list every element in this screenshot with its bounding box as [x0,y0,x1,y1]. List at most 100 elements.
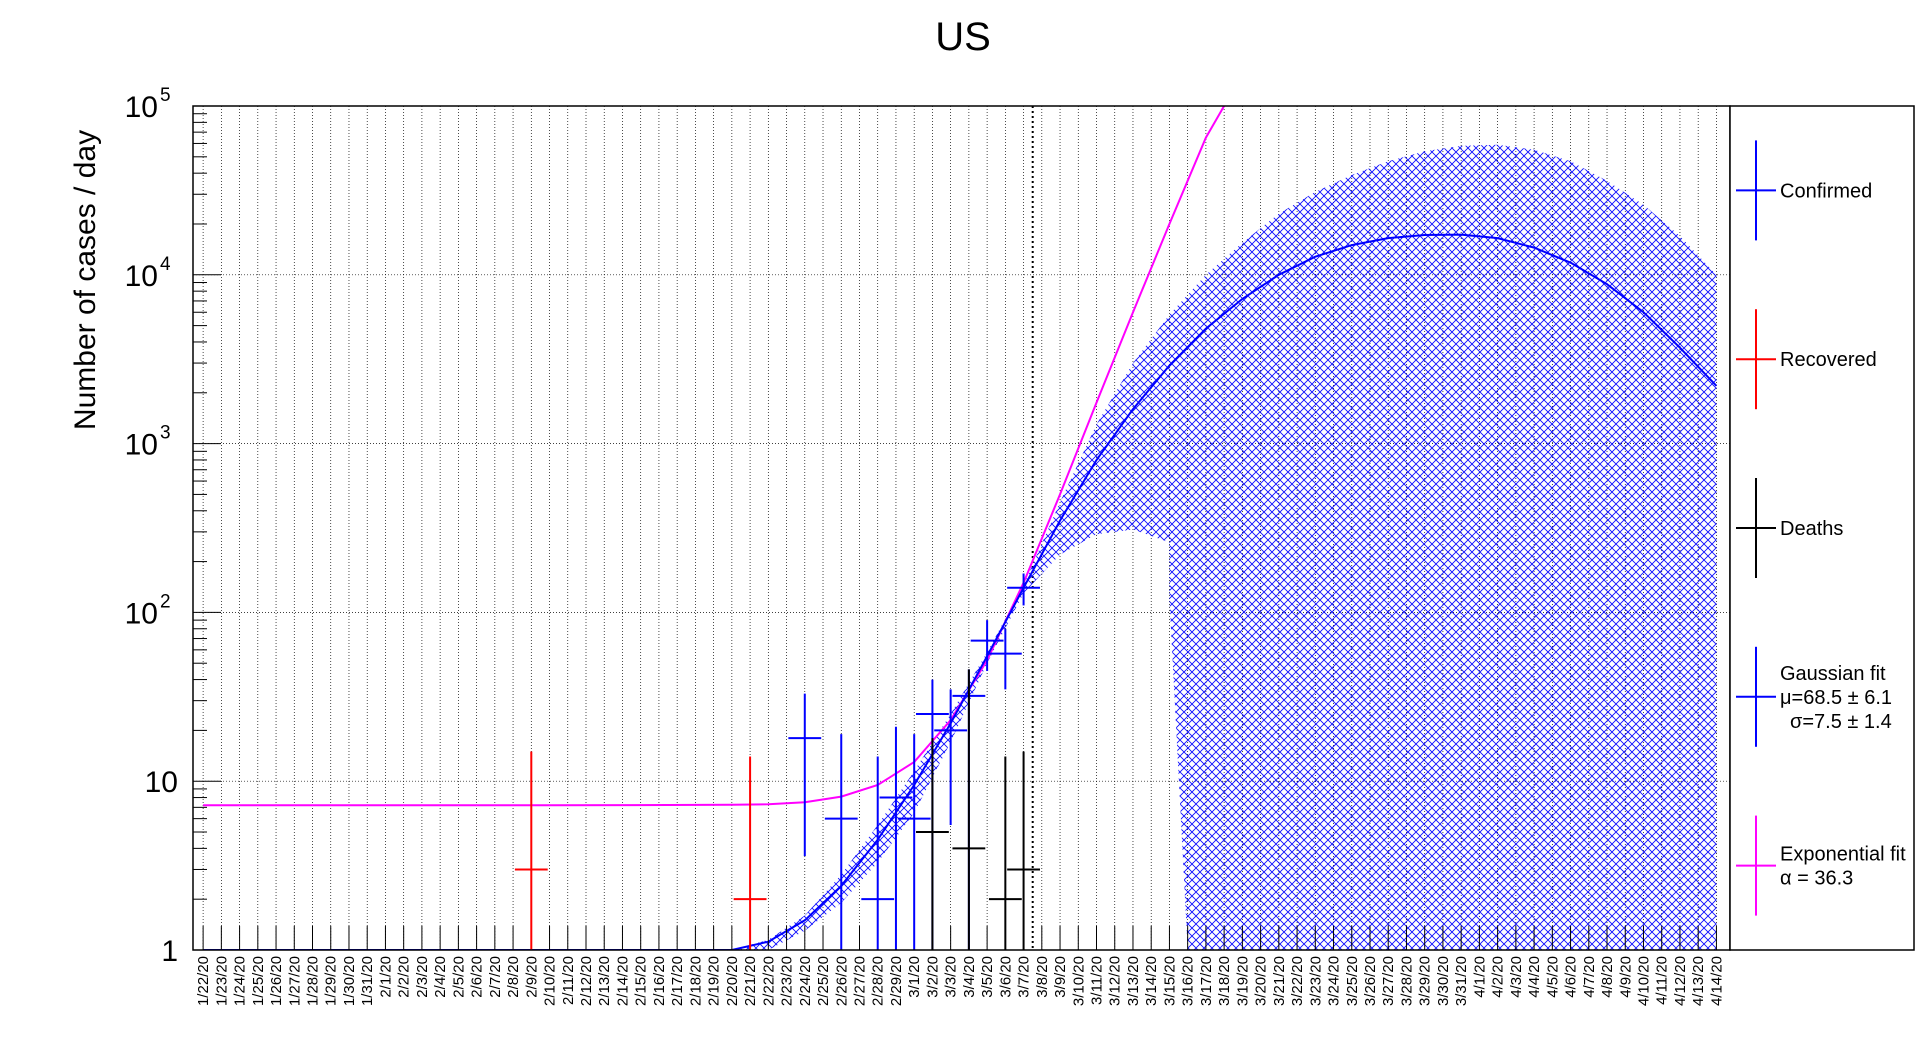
y-tick-label: 10 [125,91,158,124]
x-tick-label: 2/18/20 [687,956,704,1006]
x-tick-label: 2/16/20 [651,956,668,1006]
data-point-confirmed [970,620,1004,671]
x-tick-label: 4/8/20 [1599,956,1616,998]
x-tick-label: 2/17/20 [669,956,686,1006]
x-tick-label: 1/22/20 [195,956,212,1006]
data-point-confirmed [824,734,858,950]
x-tick-label: 1/31/20 [359,956,376,1006]
x-tick-label: 2/14/20 [615,956,632,1006]
x-tick-label: 2/10/20 [542,956,559,1006]
y-tick-label: 1 [161,935,178,968]
x-tick-label: 3/29/20 [1417,956,1434,1006]
x-tick-label: 4/11/20 [1654,956,1671,1005]
x-tick-label: 2/20/20 [724,956,741,1006]
x-tick-label: 3/2/20 [924,956,941,998]
x-tick-label: 3/4/20 [961,956,978,998]
x-tick-label: 4/1/20 [1471,956,1488,998]
gaussian-fit-band [731,144,1717,950]
data-points [202,573,1717,950]
x-tick-label: 2/28/20 [870,956,887,1006]
x-tick-label: 2/12/20 [578,956,595,1006]
x-tick-label: 3/13/20 [1125,956,1142,1006]
x-tick-label: 2/9/20 [523,956,540,998]
x-tick-label: 3/14/20 [1143,956,1160,1006]
x-tick-label: 2/6/20 [469,956,486,998]
x-tick-label: 3/5/20 [979,956,996,998]
chart-title: US [935,15,991,59]
x-tick-label: 3/26/20 [1362,956,1379,1006]
legend-label: μ=68.5 ± 6.1 [1780,687,1892,709]
legend-label: Exponential fit [1780,844,1906,866]
y-tick-label: 10 [125,429,158,462]
x-tick-label: 4/10/20 [1636,956,1653,1006]
legend-label: α = 36.3 [1780,868,1853,890]
x-tick-label: 2/25/20 [815,956,832,1006]
x-tick-label: 2/29/20 [888,956,905,1006]
x-tick-label: 1/27/20 [286,956,303,1006]
data-point-confirmed [988,628,1022,690]
legend-label: Gaussian fit [1780,663,1886,685]
legend-label: σ=7.5 ± 1.4 [1790,711,1892,733]
legend-entry-confirmed: Confirmed [1736,140,1872,241]
x-tick-label: 4/2/20 [1490,956,1507,998]
x-tick-label: 3/31/20 [1453,956,1470,1006]
x-tick-label: 4/14/20 [1708,956,1725,1006]
x-tick-label: 2/11/20 [560,956,577,1005]
data-point-deaths [916,738,949,950]
x-tick-label: 2/26/20 [833,956,850,1006]
x-tick-label: 3/12/20 [1107,956,1124,1006]
x-tick-label: 3/22/20 [1289,956,1306,1006]
x-tick-label: 3/17/20 [1198,956,1215,1006]
data-point-recovered [733,756,767,950]
x-tick-label: 3/19/20 [1234,956,1251,1006]
data-point-confirmed [897,734,931,950]
data-point-confirmed [861,756,895,950]
y-tick-exponent: 4 [160,254,171,275]
x-tick-label: 1/25/20 [250,956,267,1006]
x-tick-label: 3/3/20 [943,956,960,998]
legend-label: Confirmed [1780,180,1872,202]
x-tick-label: 4/12/20 [1672,956,1689,1006]
y-tick-label: 10 [145,766,178,799]
x-tick-label: 3/6/20 [997,956,1014,998]
x-tick-label: 4/7/20 [1581,956,1598,998]
x-tick-label: 3/11/20 [1089,956,1106,1005]
y-tick-label: 10 [125,597,158,630]
x-tick-label: 2/3/20 [414,956,431,998]
x-tick-label: 3/18/20 [1216,956,1233,1006]
x-tick-label: 3/16/20 [1180,956,1197,1006]
x-tick-label: 3/25/20 [1344,956,1361,1006]
legend-label: Recovered [1780,349,1877,371]
x-tick-label: 4/6/20 [1563,956,1580,998]
x-tick-label: 3/23/20 [1307,956,1324,1006]
x-tick-label: 3/10/20 [1070,956,1087,1006]
x-tick-label: 2/19/20 [706,956,723,1006]
y-tick-label: 10 [125,260,158,293]
y-axis-label: Number of cases / day [69,130,102,430]
data-point-recovered [514,751,548,950]
x-tick-label: 4/4/20 [1526,956,1543,998]
legend-entry-deaths: Deaths [1736,478,1843,578]
x-tick-label: 3/24/20 [1326,956,1343,1006]
y-tick-exponent: 5 [160,85,171,106]
x-tick-label: 4/13/20 [1690,956,1707,1006]
x-tick-label: 3/21/20 [1271,956,1288,1006]
data-point-confirmed [934,689,968,826]
x-tick-label: 2/13/20 [596,956,613,1006]
legend-label: Deaths [1780,518,1843,540]
x-tick-label: 3/7/20 [1016,956,1033,998]
x-tick-label: 1/28/20 [305,956,322,1006]
x-tick-label: 3/30/20 [1435,956,1452,1006]
x-tick-label: 2/1/20 [377,956,394,998]
x-tick-label: 4/3/20 [1508,956,1525,998]
y-tick-exponent: 2 [160,591,171,612]
data-point-deaths [988,756,1022,950]
x-tick-label: 3/1/20 [906,956,923,998]
data-point-confirmed [788,693,822,857]
x-tick-label: 4/5/20 [1544,956,1561,998]
x-tick-label: 3/27/20 [1380,956,1397,1006]
grid [193,106,1730,950]
